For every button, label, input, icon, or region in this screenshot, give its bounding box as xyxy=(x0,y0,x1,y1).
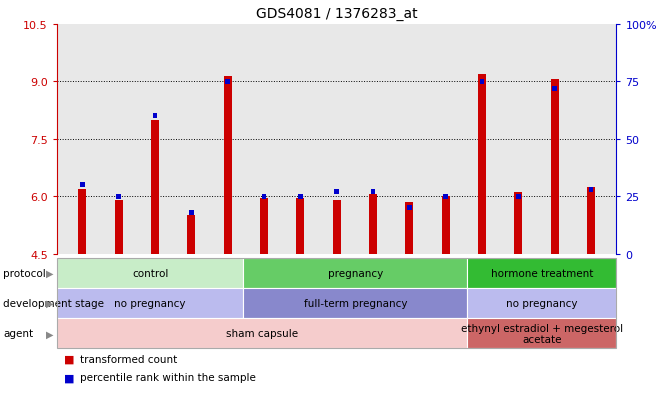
Text: full-term pregnancy: full-term pregnancy xyxy=(304,298,407,309)
Bar xyxy=(224,76,232,254)
Bar xyxy=(260,199,268,254)
Text: no pregnancy: no pregnancy xyxy=(506,298,578,309)
Bar xyxy=(334,190,339,195)
Bar xyxy=(298,194,303,199)
Bar xyxy=(444,194,448,199)
Bar xyxy=(405,202,413,254)
Text: pregnancy: pregnancy xyxy=(328,268,383,278)
Text: ▶: ▶ xyxy=(46,268,54,278)
Bar xyxy=(589,188,594,192)
Text: ▶: ▶ xyxy=(46,328,54,339)
Bar xyxy=(587,187,595,254)
Bar xyxy=(151,120,159,254)
Text: development stage: development stage xyxy=(3,298,105,309)
Bar xyxy=(551,80,559,254)
Text: agent: agent xyxy=(3,328,34,339)
Text: ethynyl estradiol + megesterol
acetate: ethynyl estradiol + megesterol acetate xyxy=(461,323,623,344)
Bar xyxy=(117,194,121,199)
Bar xyxy=(188,216,196,254)
Bar xyxy=(407,206,411,211)
Text: hormone treatment: hormone treatment xyxy=(490,268,593,278)
Bar xyxy=(369,195,377,254)
Bar xyxy=(371,190,375,195)
Text: ■: ■ xyxy=(64,354,74,364)
Text: no pregnancy: no pregnancy xyxy=(115,298,186,309)
Bar xyxy=(78,189,86,254)
Bar xyxy=(225,80,230,85)
Text: percentile rank within the sample: percentile rank within the sample xyxy=(80,373,256,382)
Text: transformed count: transformed count xyxy=(80,354,178,364)
Bar xyxy=(262,194,267,199)
Bar xyxy=(516,194,521,199)
Bar xyxy=(478,74,486,254)
Bar xyxy=(80,183,84,188)
Bar xyxy=(480,80,484,85)
Bar xyxy=(442,197,450,254)
Text: sham capsule: sham capsule xyxy=(226,328,298,339)
Bar xyxy=(153,114,157,119)
Bar xyxy=(552,86,557,91)
Text: ▶: ▶ xyxy=(46,298,54,309)
Text: control: control xyxy=(132,268,168,278)
Text: ■: ■ xyxy=(64,373,74,382)
Bar xyxy=(296,199,304,254)
Bar xyxy=(115,200,123,254)
Title: GDS4081 / 1376283_at: GDS4081 / 1376283_at xyxy=(256,7,417,21)
Bar xyxy=(333,200,340,254)
Bar xyxy=(189,210,194,215)
Text: protocol: protocol xyxy=(3,268,46,278)
Bar xyxy=(515,193,523,254)
